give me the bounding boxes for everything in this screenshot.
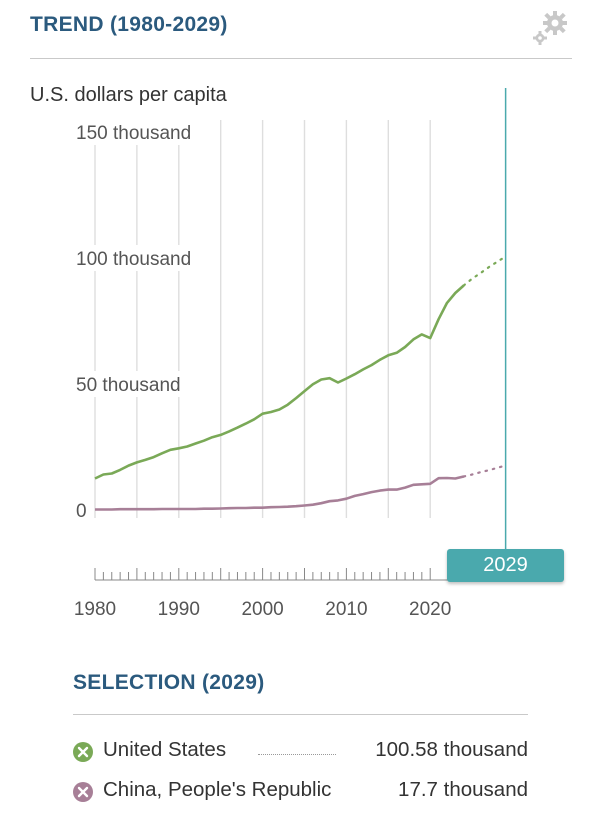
y-axis-ticks: 0 50 thousand 100 thousand 150 thousand <box>72 119 208 523</box>
series-name: United States <box>103 738 227 761</box>
series-name: China, People's Republic <box>103 778 332 801</box>
y-tick-label-bg <box>72 371 197 397</box>
y-tick-label: 150 thousand <box>76 123 191 144</box>
selection-row-united-states[interactable]: United States 100.58 thousand <box>73 738 528 768</box>
x-tick-label: 2020 <box>409 599 451 620</box>
x-tick-label: 1980 <box>74 599 116 620</box>
series-projection-1 <box>462 464 507 478</box>
settings-button[interactable] <box>528 8 572 48</box>
y-tick-label-bg <box>72 119 208 145</box>
series-line-1 <box>95 475 465 511</box>
x-tick-label: 2010 <box>325 599 367 620</box>
leader-line <box>258 754 336 755</box>
series-value: 100.58 thousand <box>375 738 528 761</box>
series-line-0 <box>94 284 465 480</box>
gear-icon <box>533 11 567 45</box>
series-lines <box>94 255 507 511</box>
y-unit-label: U.S. dollars per capita <box>30 84 227 106</box>
x-tick-label: 2000 <box>241 599 283 620</box>
series-value: 17.7 thousand <box>398 778 528 801</box>
header-divider <box>30 58 572 59</box>
selected-year-handle[interactable]: 2029 <box>447 549 564 582</box>
selection-divider <box>73 714 528 715</box>
trend-title: TREND (1980-2029) <box>30 13 228 36</box>
y-tick-label: 100 thousand <box>76 249 191 270</box>
close-icon[interactable] <box>73 782 93 802</box>
y-tick-label-bg <box>72 245 208 271</box>
selection-row-china[interactable]: China, People's Republic 17.7 thousand <box>73 778 528 808</box>
trend-chart: 0 50 thousand 100 thousand 150 thousand 198… <box>72 88 507 620</box>
timeline-ruler: 1980 1990 2000 2010 2020 <box>74 568 464 620</box>
y-tick-label-bg <box>72 497 91 523</box>
y-tick-label: 0 <box>76 501 87 522</box>
series-projection-0 <box>462 255 507 287</box>
selection-title: SELECTION (2029) <box>73 671 265 694</box>
grid-lines <box>94 120 431 518</box>
y-tick-label: 50 thousand <box>76 375 181 396</box>
x-tick-label: 1990 <box>158 599 200 620</box>
close-icon[interactable] <box>73 742 93 762</box>
